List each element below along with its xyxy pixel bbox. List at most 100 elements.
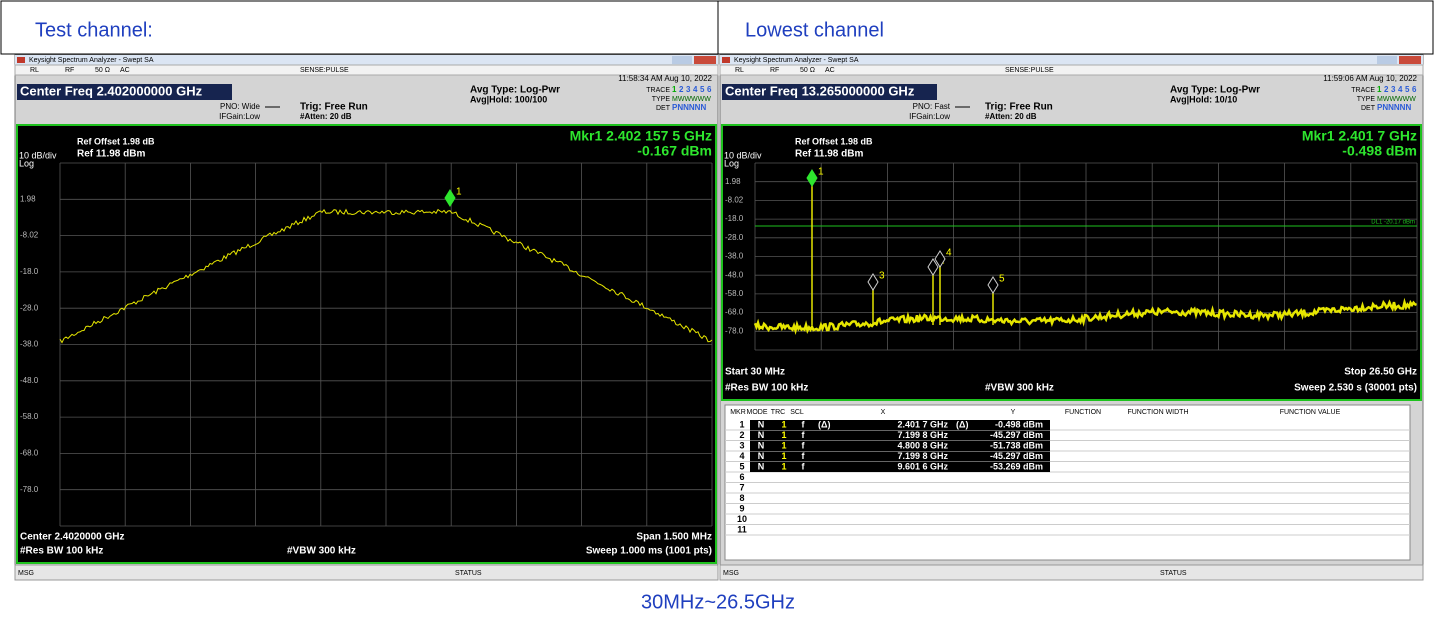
log: Log bbox=[724, 158, 739, 168]
y-tick-label: -28.0 bbox=[20, 303, 39, 312]
menu-item: RF bbox=[65, 67, 74, 74]
msg: MSG bbox=[723, 570, 739, 577]
table-cell: 1 bbox=[781, 430, 786, 440]
bottom-left-2: #Res BW 100 kHz bbox=[20, 546, 103, 557]
type-value: MWWWWW bbox=[1377, 96, 1416, 103]
trace-number: 2 bbox=[679, 85, 684, 94]
menu-item: 50 Ω bbox=[800, 67, 815, 74]
row-fill bbox=[750, 451, 1050, 462]
menu-item: SENSE:PULSE bbox=[300, 67, 349, 74]
marker-freq: Mkr1 2.402 157 5 GHz bbox=[570, 128, 712, 144]
table-header: Y bbox=[1011, 409, 1016, 416]
table-cell: N bbox=[758, 419, 765, 429]
table-cell: 6 bbox=[739, 472, 744, 482]
table-cell: 4 bbox=[739, 451, 744, 461]
marker-label: 5 bbox=[999, 274, 1005, 285]
marker-label: 4 bbox=[946, 248, 952, 259]
table-cell: 9 bbox=[739, 503, 744, 513]
marker-label: 3 bbox=[879, 271, 885, 282]
close-button bbox=[694, 56, 716, 64]
table-header: MODE bbox=[747, 409, 768, 416]
status-bar bbox=[14, 564, 719, 581]
table-cell: 5 bbox=[739, 461, 744, 471]
table-cell: (Δ) bbox=[956, 419, 968, 429]
trace-number: 1 bbox=[1377, 85, 1382, 94]
y-tick-label: -58.0 bbox=[20, 412, 39, 421]
table-header: X bbox=[881, 409, 886, 416]
row-fill bbox=[750, 462, 1050, 472]
status-bar bbox=[719, 564, 1424, 581]
marker bbox=[987, 276, 999, 294]
scale: 10 dB/div bbox=[724, 150, 762, 160]
atten: #Atten: 20 dB bbox=[300, 112, 352, 121]
table-cell: f bbox=[802, 451, 806, 461]
y-tick-label: -18.0 bbox=[20, 267, 39, 276]
time: 11:58:34 AM Aug 10, 2022 bbox=[618, 74, 712, 83]
trace-number: 3 bbox=[1391, 85, 1396, 94]
max-button bbox=[1377, 56, 1397, 64]
trace-number: 1 bbox=[672, 85, 677, 94]
y-tick-label: -48.0 bbox=[725, 270, 744, 279]
table-cell: 1 bbox=[781, 440, 786, 450]
bottom-left-1: Start 30 MHz bbox=[725, 367, 785, 378]
table-cell: 2.401 7 GHz bbox=[897, 419, 948, 429]
status: STATUS bbox=[1160, 570, 1187, 577]
trace-number: 6 bbox=[1412, 85, 1417, 94]
title-bar bbox=[15, 55, 718, 65]
menu-item: RL bbox=[735, 67, 744, 74]
avg-type: Avg Type: Log-Pwr bbox=[470, 85, 560, 96]
ref-offset: Ref Offset 1.98 dB bbox=[795, 136, 873, 146]
display-line-label: DL1 -20.17 dBm bbox=[1371, 220, 1415, 226]
trace bbox=[59, 208, 713, 344]
marker-level: -0.498 dBm bbox=[1342, 143, 1417, 159]
table-cell: -0.498 dBm bbox=[995, 419, 1043, 429]
table-cell: 1 bbox=[739, 419, 744, 429]
marker bbox=[867, 273, 879, 291]
type-value: MWWWWW bbox=[672, 96, 711, 103]
table-cell: 8 bbox=[739, 493, 744, 503]
ref-level: Ref 11.98 dBm bbox=[77, 149, 145, 160]
menu-item: SENSE:PULSE bbox=[1005, 67, 1054, 74]
center-freq: Center Freq 13.265000000 GHz bbox=[725, 83, 915, 98]
trace-label: TRACE bbox=[646, 87, 670, 94]
marker-label: 1 bbox=[456, 187, 462, 198]
table-header: FUNCTION VALUE bbox=[1280, 409, 1341, 416]
table-cell: 7 bbox=[739, 482, 744, 492]
y-tick-label: -58.0 bbox=[725, 289, 744, 298]
table-cell: 11 bbox=[737, 524, 747, 534]
row-fill bbox=[750, 441, 1050, 451]
close-button bbox=[1399, 56, 1421, 64]
y-tick-label: -78.0 bbox=[20, 485, 39, 494]
trace-label: TRACE bbox=[1351, 87, 1375, 94]
center-freq: Center Freq 2.402000000 GHz bbox=[20, 83, 203, 98]
y-tick-label: -8.02 bbox=[20, 231, 39, 240]
menu-item: RF bbox=[770, 67, 779, 74]
marker-level: -0.167 dBm bbox=[637, 143, 712, 159]
table-header: FUNCTION bbox=[1065, 409, 1101, 416]
menu-item: AC bbox=[120, 67, 130, 74]
header-right: Lowest channel bbox=[745, 19, 884, 41]
app-icon bbox=[17, 57, 25, 63]
y-tick-label: -38.0 bbox=[725, 252, 744, 261]
table-cell: 1 bbox=[781, 419, 786, 429]
trig: Trig: Free Run bbox=[985, 102, 1053, 113]
marker bbox=[927, 258, 939, 276]
trace-number: 4 bbox=[693, 85, 698, 94]
y-tick-label: 1.98 bbox=[725, 177, 741, 186]
table-header: MKR bbox=[730, 409, 746, 416]
time: 11:59:06 AM Aug 10, 2022 bbox=[1323, 74, 1417, 83]
table-cell: 3 bbox=[739, 440, 744, 450]
msg: MSG bbox=[18, 570, 34, 577]
y-tick-label: -78.0 bbox=[725, 326, 744, 335]
trace-number: 2 bbox=[1384, 85, 1389, 94]
table-cell: 7.199 8 GHz bbox=[897, 451, 948, 461]
row-fill bbox=[750, 430, 1050, 441]
table-cell: 7.199 8 GHz bbox=[897, 430, 948, 440]
trace-number: 3 bbox=[686, 85, 691, 94]
table-cell: f bbox=[802, 440, 806, 450]
table-cell: 10 bbox=[737, 514, 747, 524]
atten: #Atten: 20 dB bbox=[985, 112, 1037, 121]
avg-hold: Avg|Hold: 10/10 bbox=[1170, 94, 1237, 104]
y-tick-label: -68.0 bbox=[20, 449, 39, 458]
